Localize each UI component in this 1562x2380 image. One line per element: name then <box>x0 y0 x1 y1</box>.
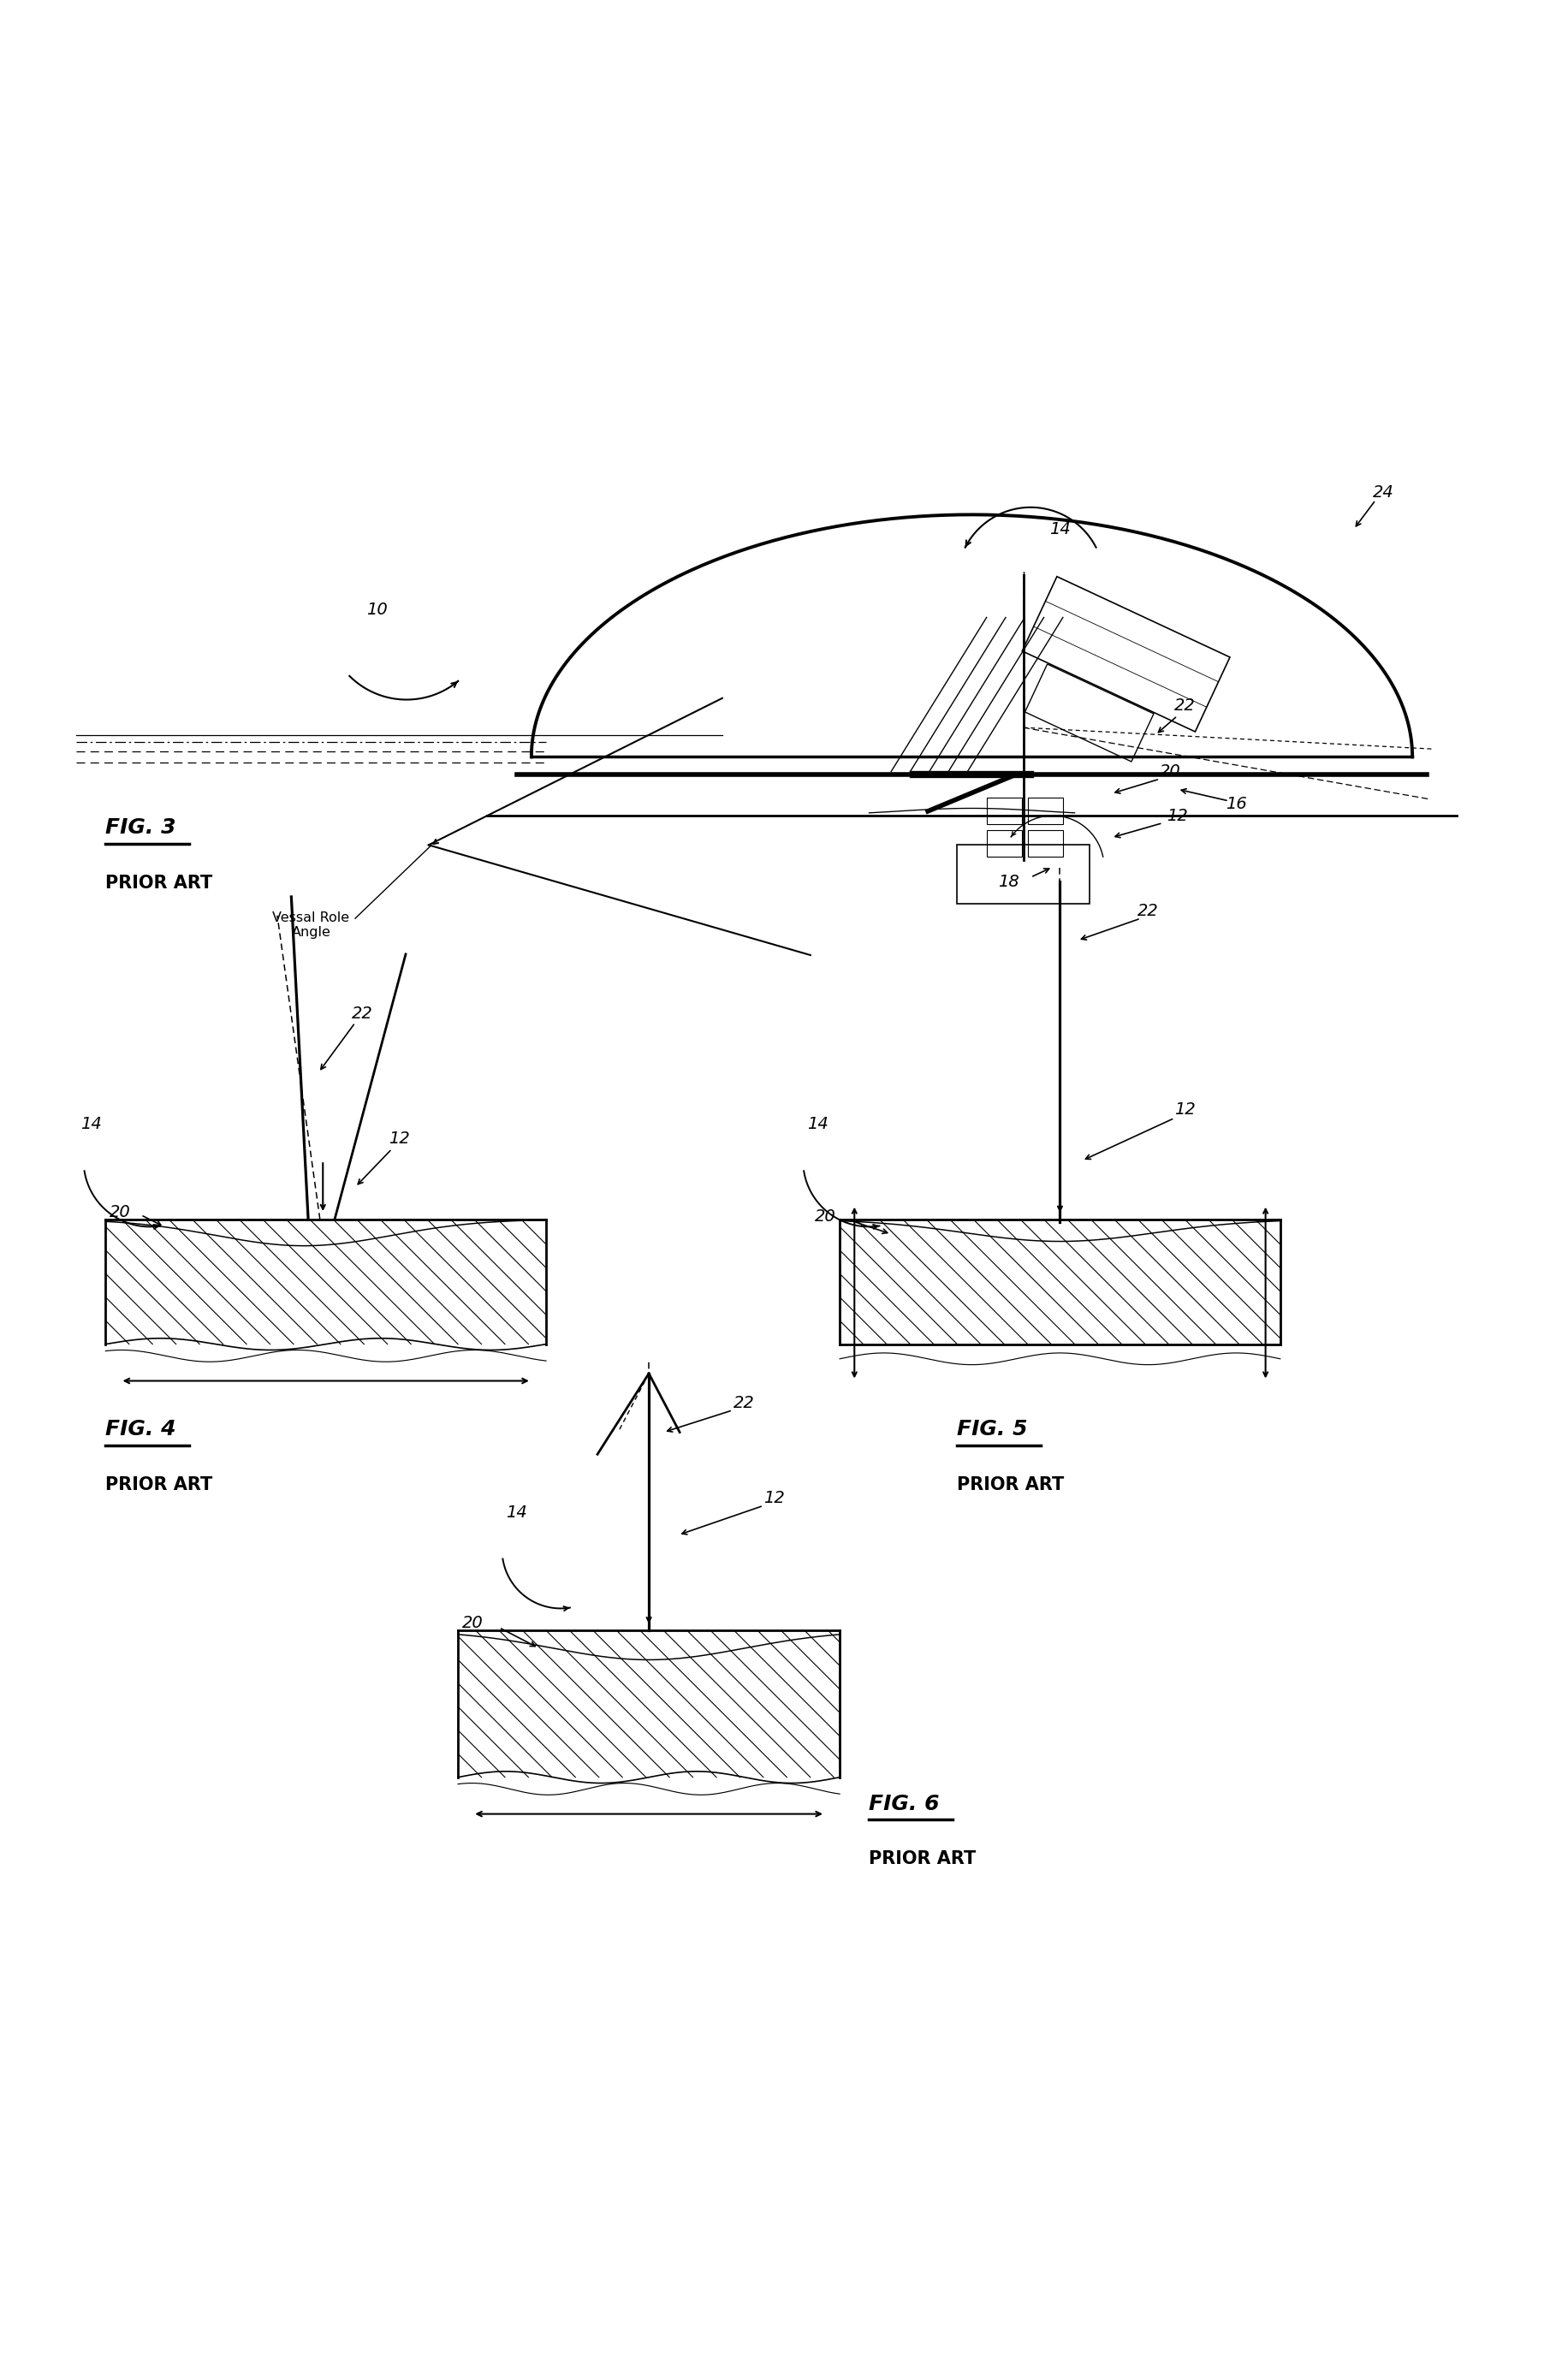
Text: 22: 22 <box>351 1007 373 1021</box>
Text: 10: 10 <box>367 602 387 619</box>
Bar <box>987 797 1022 823</box>
Bar <box>106 1219 547 1345</box>
Text: 12: 12 <box>1167 807 1189 823</box>
Bar <box>458 1630 840 1778</box>
Text: 16: 16 <box>1226 795 1246 812</box>
Text: PRIOR ART: PRIOR ART <box>106 1476 212 1492</box>
Text: PRIOR ART: PRIOR ART <box>106 873 212 892</box>
Bar <box>958 845 1089 904</box>
Text: 12: 12 <box>1175 1102 1195 1116</box>
Text: 14: 14 <box>808 1116 828 1133</box>
Text: FIG. 5: FIG. 5 <box>958 1418 1028 1440</box>
Text: 22: 22 <box>1175 697 1195 714</box>
Text: 18: 18 <box>998 873 1018 890</box>
Text: FIG. 3: FIG. 3 <box>106 816 177 838</box>
Bar <box>840 1219 1281 1345</box>
Text: 12: 12 <box>764 1490 784 1507</box>
Text: Vessal Role
Angle: Vessal Role Angle <box>273 912 350 938</box>
Text: 20: 20 <box>109 1204 131 1221</box>
Text: PRIOR ART: PRIOR ART <box>868 1852 976 1868</box>
Text: 14: 14 <box>1050 521 1070 538</box>
Text: 20: 20 <box>1159 764 1181 781</box>
Text: 20: 20 <box>462 1616 483 1630</box>
Text: 12: 12 <box>389 1130 409 1147</box>
Text: 22: 22 <box>734 1395 754 1411</box>
Bar <box>987 831 1022 857</box>
Text: PRIOR ART: PRIOR ART <box>958 1476 1064 1492</box>
Bar <box>1028 831 1062 857</box>
Text: 22: 22 <box>1137 902 1159 919</box>
Text: FIG. 6: FIG. 6 <box>868 1795 940 1814</box>
Text: 20: 20 <box>814 1209 836 1226</box>
Text: FIG. 4: FIG. 4 <box>106 1418 177 1440</box>
Text: 24: 24 <box>1373 486 1393 500</box>
Text: 14: 14 <box>80 1116 102 1133</box>
Bar <box>1028 797 1062 823</box>
Text: 14: 14 <box>506 1504 528 1521</box>
